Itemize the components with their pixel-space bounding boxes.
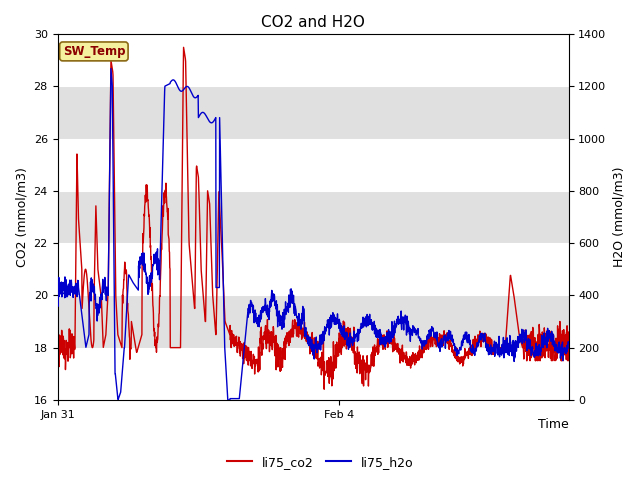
Y-axis label: CO2 (mmol/m3): CO2 (mmol/m3) <box>15 167 28 267</box>
Bar <box>58 295 568 348</box>
Text: Time: Time <box>538 418 568 431</box>
Bar <box>58 86 568 139</box>
Title: CO2 and H2O: CO2 and H2O <box>261 15 365 30</box>
Bar <box>58 191 568 243</box>
Legend: li75_co2, li75_h2o: li75_co2, li75_h2o <box>221 451 419 474</box>
Text: SW_Temp: SW_Temp <box>63 45 125 58</box>
Y-axis label: H2O (mmol/m3): H2O (mmol/m3) <box>612 167 625 267</box>
